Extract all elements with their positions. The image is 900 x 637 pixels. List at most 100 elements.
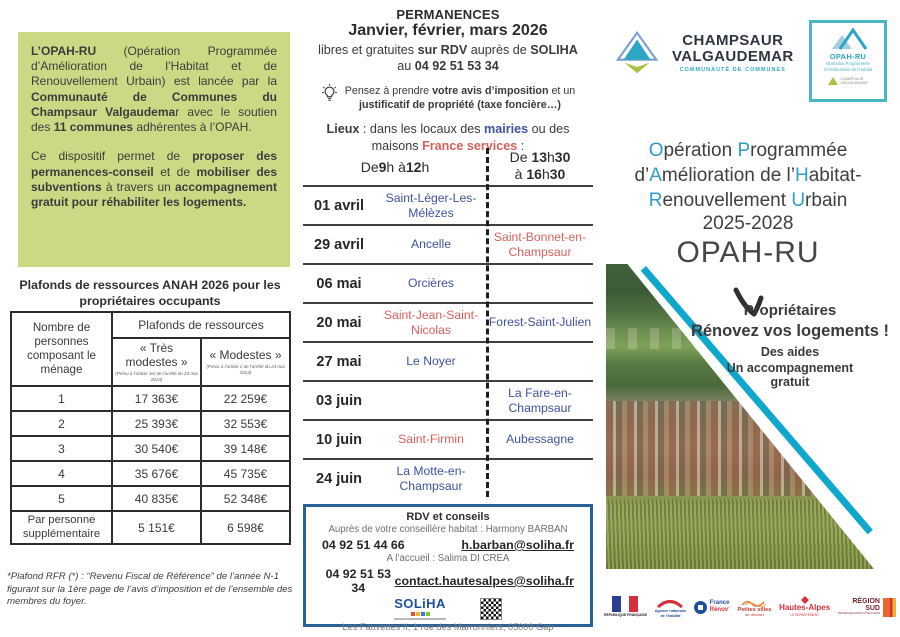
rfr-footnote: *Plafond RFR (*) : “Revenu Fiscal de Réf…: [7, 571, 293, 608]
region-sud-line1: RÉGION: [852, 597, 880, 605]
dispositif-paragraph: Ce dispositif permet de proposer des per…: [31, 149, 277, 210]
cc-tagline: COMMUNAUTÉ DE COMMUNES: [679, 67, 786, 74]
hautes-alpes-mark-icon: [800, 596, 809, 605]
cell-label: 2: [10, 410, 113, 437]
phone-accueil: 04 92 51 53 34: [325, 567, 392, 595]
schedule-place-pm: Saint-Bonnet-en-Champsaur: [493, 230, 587, 259]
soliha-tagline-smudge: [394, 618, 446, 620]
schedule-date: 29 avril: [314, 236, 364, 253]
region-sud-flag-icon: [882, 597, 896, 617]
schedule-place-pm: Aubessagne: [506, 432, 574, 447]
tip-line: Pensez à prendre votre avis d’imposition…: [322, 84, 578, 112]
contact-row-1: 04 92 51 44 66 h.barban@soliha.fr: [306, 538, 590, 552]
soliha-address: Les Fauvettes II, 1 rue des Marronniers,…: [342, 622, 554, 632]
opah-ru-big-title: OPAH-RU: [676, 236, 820, 269]
afternoon-hours-line1: De 13h30: [509, 149, 571, 165]
hautes-alpes-line1: Hautes-Alpes: [779, 603, 831, 613]
cell-value: 5 151€: [111, 509, 202, 546]
anah-swoosh-icon: [657, 600, 684, 609]
soliha-wordmark: SOLiHA: [394, 596, 446, 611]
cell-value: 52 348€: [200, 485, 291, 512]
schedule-row: 27 mai Le Noyer: [303, 341, 593, 380]
france-renov-line1: France: [709, 600, 730, 607]
cell-value: 6 598€: [200, 509, 291, 546]
cell-label: 3: [10, 435, 113, 462]
opah-ru-badge-logo: OPAH-RU Opération Programmée d’Améliorat…: [809, 20, 887, 102]
cell-value: 39 148€: [200, 435, 291, 462]
petites-villes-de-demain-logo: Petites villes de demain: [737, 597, 771, 618]
intro-paragraph: L’OPAH-RU (Opération Programmée d’Amélio…: [31, 44, 277, 135]
email-advisor-link[interactable]: h.barban@soliha.fr: [461, 538, 574, 552]
cell-label: 1: [10, 385, 113, 412]
anah-text: Agence nationale de l’habitat: [654, 609, 687, 618]
table-row: 3 30 540€ 39 148€: [10, 435, 291, 462]
title-line1: Opération Programmée: [648, 140, 848, 161]
schedule-place-am: Le Noyer: [406, 354, 456, 369]
photo-village-roofs: [606, 401, 874, 496]
badge-mountains-icon: [832, 28, 868, 50]
region-sud-line2: SUD: [865, 605, 880, 613]
cell-value: 17 363€: [111, 385, 202, 412]
accueil-line: A l’accueil : Salima DI CREA: [386, 553, 510, 564]
french-flag-icon: [612, 596, 639, 613]
permanences-title: PERMANENCES: [396, 7, 500, 22]
schedule-date: 27 mai: [316, 353, 362, 370]
header-household: Nombre de personnes composant le ménage: [10, 311, 113, 387]
promo-proprietaires: Propriétaires: [743, 302, 837, 319]
schedule-date: 20 mai: [316, 314, 362, 331]
table-row: Par personne supplémentaire 5 151€ 6 598€: [10, 509, 291, 546]
champsaur-valgaudemar-text: CHAMPSAUR VALGAUDEMAR COMMUNAUTÉ DE COMM…: [672, 32, 794, 74]
france-renov-logo: France Rénov’: [693, 600, 730, 614]
badge-sub2: d’Amélioration de l’Habitat: [823, 66, 873, 72]
operation-title: Opération Programmée d’Amélioration de l…: [600, 138, 896, 213]
phone-advisor: 04 92 51 44 66: [322, 538, 405, 552]
resource-table: Nombre de personnes composant le ménage …: [10, 311, 291, 546]
title-line2: d’Amélioration de l’Habitat-: [634, 165, 862, 186]
schedule-row: 24 juin La Motte-en-Champsaur: [303, 458, 593, 497]
champsaur-valgaudemar-logo: CHAMPSAUR VALGAUDEMAR COMMUNAUTÉ DE COMM…: [614, 30, 794, 76]
lieux-line: Lieux : dans les locaux des mairies ou d…: [326, 122, 570, 153]
schedule-date: 10 juin: [316, 431, 362, 448]
cell-value: 22 259€: [200, 385, 291, 412]
promo-accompagnement: Un accompagnement: [726, 361, 854, 375]
schedule-divider: [486, 148, 489, 497]
promo-gratuit: gratuit: [770, 375, 810, 389]
header-modestes-label: « Modestes »: [209, 348, 282, 363]
contact-title: RDV et conseils: [406, 511, 490, 523]
schedule-date: 03 juin: [316, 392, 362, 409]
cell-value: 30 540€: [111, 435, 202, 462]
schedule-place-am: Ancelle: [411, 237, 451, 252]
schedule-date: 24 juin: [316, 470, 362, 487]
badge-mini-triangle-icon: [828, 76, 839, 85]
partner-logos-row: RÉPUBLIQUE FRANÇAISE Agence nationale de…: [604, 584, 896, 630]
table-row: 2 25 393€ 32 553€: [10, 410, 291, 437]
cell-label: Par personne supplémentaire: [10, 509, 113, 546]
petites-villes-sketch-icon: [741, 600, 767, 607]
modestes-note: (Prévu à l’article 2 de l’arrêté du 24 m…: [206, 364, 285, 375]
badge-mini-logo: CHAMPSAUR VALGAUDEMAR: [828, 76, 868, 86]
table-row: 5 40 835€ 52 348€: [10, 485, 291, 512]
permanences-line2: au 04 92 51 53 34: [397, 59, 499, 73]
soliha-logo: SOLiHA: [394, 597, 446, 620]
header-modestes: « Modestes » (Prévu à l’article 2 de l’a…: [200, 337, 291, 387]
lightbulb-icon: [322, 84, 337, 101]
afternoon-hours-header: De 13h30 à 16h30: [487, 148, 593, 185]
cc-line2: VALGAUDEMAR: [672, 47, 794, 65]
arrow-icon: [728, 286, 766, 325]
rf-caption: RÉPUBLIQUE FRANÇAISE: [604, 613, 647, 618]
contact-logos: SOLiHA: [306, 597, 590, 620]
cell-value: 35 676€: [111, 460, 202, 487]
schedule-place-am: Saint-Léger-Les-Mélèzes: [385, 191, 477, 220]
schedule-date: 06 mai: [316, 275, 362, 292]
email-accueil-link[interactable]: contact.hautesalpes@soliha.fr: [394, 574, 574, 588]
resource-table-title: Plafonds de ressources ANAH 2026 pour le…: [19, 278, 281, 308]
program-years: 2025-2028: [702, 213, 794, 234]
france-renov-line2: Rénov’: [709, 607, 730, 613]
triangle-mountains-icon: [615, 30, 659, 74]
schedule-place-am: La Motte-en-Champsaur: [396, 464, 466, 493]
schedule-place-pm: La Fare-en-Champsaur: [508, 386, 572, 415]
contact-row-2: 04 92 51 53 34 contact.hautesalpes@solih…: [306, 567, 590, 595]
badge-sub1: Opération Programmée: [826, 61, 870, 66]
